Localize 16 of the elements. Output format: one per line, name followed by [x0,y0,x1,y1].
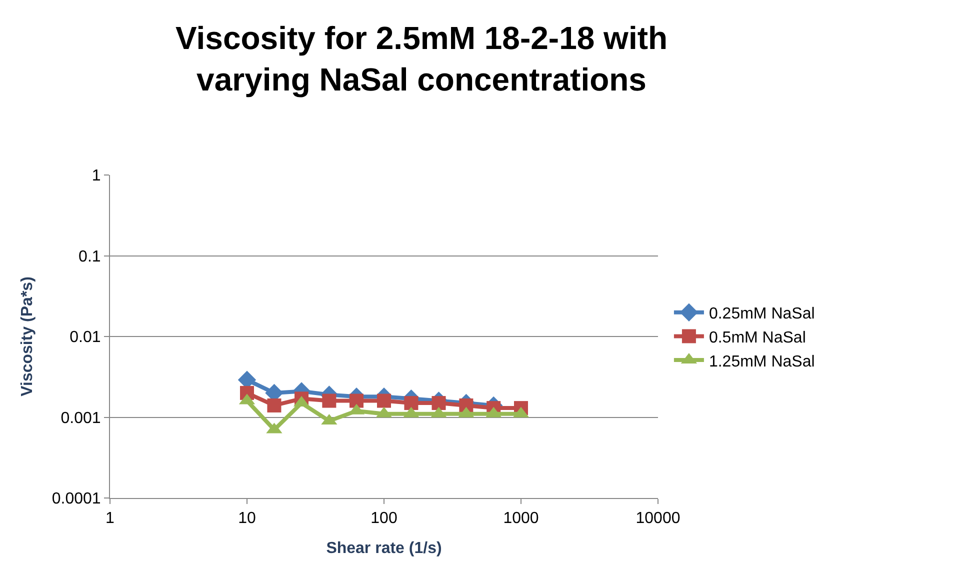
y-tick-label: 1 [92,168,101,185]
y-tick-label: 0.001 [60,410,101,427]
legend-label: 0.25mM NaSal [708,306,815,323]
y-tick-label: 0.1 [78,248,101,266]
legend-label: 0.5mM NaSal [708,329,806,346]
y-tick-label: 0.0001 [52,490,101,508]
x-tick-label: 1000 [503,510,539,528]
chart-title: Viscosity for 2.5mM 18-2-18 with varying NaSal concentrations [176,20,668,98]
x-axis-title: Shear rate (1/s) [326,540,442,557]
x-tick-label: 10000 [636,510,680,528]
x-tick-label: 100 [370,510,398,528]
legend-label: 1.25mM NaSal [708,353,815,370]
y-tick-label: 0.01 [70,329,101,346]
x-tick-label: 1 [106,510,115,528]
y-axis-title: Viscosity (Pa*s) [18,276,36,396]
x-tick-label: 10 [238,510,256,528]
